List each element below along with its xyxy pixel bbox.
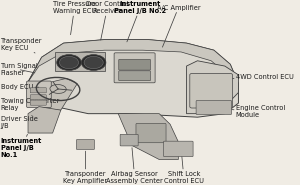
Text: Engine Control
Module: Engine Control Module (218, 105, 285, 118)
FancyBboxPatch shape (119, 59, 151, 70)
Text: Towing Converter
Relay: Towing Converter Relay (1, 98, 59, 111)
Text: Shift Lock
Control ECU: Shift Lock Control ECU (164, 149, 204, 184)
FancyBboxPatch shape (136, 123, 166, 143)
Polygon shape (118, 114, 178, 159)
FancyBboxPatch shape (119, 71, 151, 81)
Ellipse shape (50, 85, 66, 93)
FancyBboxPatch shape (164, 141, 193, 157)
Polygon shape (56, 52, 104, 71)
Text: Body ECU: Body ECU (1, 84, 39, 90)
FancyBboxPatch shape (30, 88, 46, 93)
Polygon shape (28, 40, 239, 84)
Polygon shape (28, 40, 239, 117)
Text: Turn Signal
Flasher: Turn Signal Flasher (1, 63, 38, 76)
Polygon shape (187, 61, 238, 114)
Text: Instrument
Panel J/B No.2: Instrument Panel J/B No.2 (114, 1, 166, 42)
FancyBboxPatch shape (76, 139, 94, 149)
FancyBboxPatch shape (30, 95, 46, 100)
Polygon shape (44, 78, 77, 110)
Text: Door Control
Receiver: Door Control Receiver (86, 1, 128, 40)
Text: Tire Pressure
Warning ECU: Tire Pressure Warning ECU (53, 1, 96, 35)
FancyBboxPatch shape (114, 53, 155, 83)
FancyBboxPatch shape (120, 134, 138, 146)
FancyBboxPatch shape (190, 73, 232, 108)
Ellipse shape (81, 55, 106, 70)
Polygon shape (28, 107, 61, 133)
FancyBboxPatch shape (30, 100, 46, 105)
Text: Transponder
Key Amplifier: Transponder Key Amplifier (63, 151, 107, 184)
FancyBboxPatch shape (27, 81, 51, 107)
Text: Airbag Sensor
Assembly Center: Airbag Sensor Assembly Center (106, 148, 163, 184)
Text: A/C Amplifier: A/C Amplifier (157, 5, 200, 47)
Text: 4WD Control ECU: 4WD Control ECU (210, 74, 294, 80)
FancyBboxPatch shape (196, 100, 232, 115)
Text: Instrument
Panel J/B
No.1: Instrument Panel J/B No.1 (1, 134, 42, 158)
Text: Transponder
Key ECU: Transponder Key ECU (1, 38, 42, 53)
Ellipse shape (84, 56, 103, 69)
Ellipse shape (59, 56, 79, 69)
Ellipse shape (57, 55, 81, 70)
Text: Driver Side
J/B: Driver Side J/B (1, 115, 38, 129)
